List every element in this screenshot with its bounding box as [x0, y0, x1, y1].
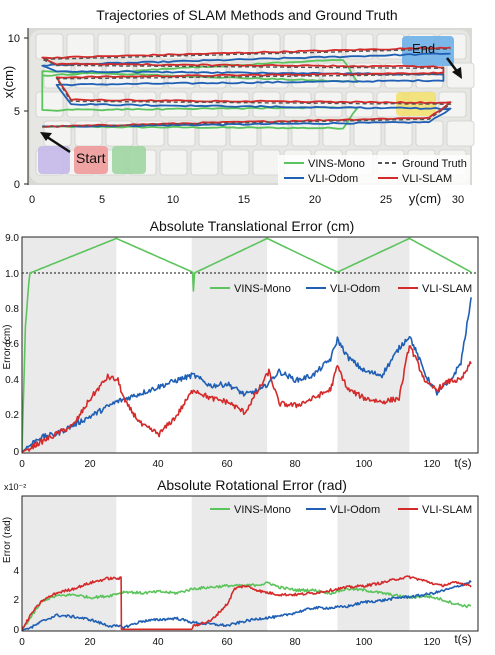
shaded-intervals [22, 496, 410, 631]
x-tick-100: 100 [356, 637, 373, 648]
y-tick-0.6: 0.6 [5, 339, 19, 350]
legend-vli-odom: VLI-Odom [330, 504, 380, 516]
y-tick-5: 5 [14, 106, 20, 118]
y-tick-9.0: 9.0 [5, 233, 19, 244]
series-vli-odom [22, 297, 472, 453]
x-tick-30: 30 [452, 194, 464, 206]
y-tick-2: 2 [13, 595, 19, 606]
x-tick-15: 15 [238, 194, 250, 206]
series-vins-mono [41, 59, 359, 130]
x-tick-20: 20 [309, 194, 321, 206]
shaded-interval-1 [22, 496, 117, 631]
y-tick-0.4: 0.4 [5, 375, 19, 386]
rotational-x-label: t(s) [454, 632, 471, 646]
y-tick-1.0: 1.0 [5, 269, 19, 280]
shaded-interval-2 [191, 496, 268, 631]
end-annotation: End [412, 41, 462, 79]
series-vli-odom [22, 580, 472, 631]
x-tick-60: 60 [221, 637, 233, 648]
rotational-y-label: Error (rad) [2, 517, 13, 563]
series-vli-odom [41, 52, 452, 128]
series-ground-truth [41, 48, 452, 128]
series-vli-slam [22, 345, 472, 453]
translational-y-ticks: 9.0 1.0 0.8 0.6 0.4 0.2 0 [5, 233, 19, 458]
series-vins-mono [22, 237, 472, 453]
translational-error-panel: Absolute Translational Error (cm) 9.0 1.… [2, 218, 479, 470]
x-tick-5: 5 [99, 194, 105, 206]
x-tick-10: 10 [167, 194, 179, 206]
legend-vins-mono: VINS-Mono [234, 504, 291, 516]
rotational-title: Absolute Rotational Error (rad) [157, 477, 347, 493]
legend-vli-slam: VLI-SLAM [402, 173, 452, 185]
rotational-legend: VINS-Mono VLI-Odom VLI-SLAM [210, 504, 472, 516]
trajectory-panel: Trajectories of SLAM Methods and Ground … [1, 7, 475, 206]
x-tick-80: 80 [289, 459, 301, 470]
x-tick-20: 20 [84, 637, 96, 648]
trajectory-y-ticks: 10 5 0 [8, 33, 28, 191]
shaded-interval-1 [22, 237, 117, 453]
rotational-x-ticks: 0 20 40 60 80 100 120 [19, 637, 441, 648]
y-tick-0: 0 [13, 447, 19, 458]
legend-vli-slam: VLI-SLAM [422, 283, 472, 295]
shaded-interval-3 [337, 237, 410, 453]
y-tick-0: 0 [14, 179, 20, 191]
legend-ground-truth: Ground Truth [402, 158, 467, 170]
y-tick-0.2: 0.2 [5, 410, 19, 421]
start-annotation: Start [40, 132, 106, 166]
x-tick-0: 0 [19, 637, 25, 648]
y-tick-10: 10 [8, 33, 20, 45]
trajectory-x-label: y(cm) [409, 191, 442, 206]
legend-vins-mono: VINS-Mono [234, 283, 291, 295]
translational-series [22, 237, 472, 453]
legend-vins-mono: VINS-Mono [308, 158, 365, 170]
trajectory-title: Trajectories of SLAM Methods and Ground … [96, 7, 397, 23]
trajectory-y-label: x(cm) [1, 66, 16, 99]
end-label: End [412, 41, 435, 56]
x-tick-60: 60 [221, 459, 233, 470]
rotational-series [22, 575, 472, 631]
trajectory-x-ticks: 0 5 10 15 20 25 30 [29, 194, 464, 206]
legend-vli-slam: VLI-SLAM [422, 504, 472, 516]
translational-x-label: t(s) [454, 456, 471, 470]
series-vli-slam [41, 46, 452, 128]
x-tick-120: 120 [424, 637, 441, 648]
x-tick-25: 25 [380, 194, 392, 206]
shaded-interval-3 [337, 496, 410, 631]
translational-legend: VINS-Mono VLI-Odom VLI-SLAM [210, 283, 472, 295]
x-tick-40: 40 [152, 637, 164, 648]
rotational-error-panel: Absolute Rotational Error (rad) x10⁻² 4 … [2, 477, 479, 648]
legend-vli-odom: VLI-Odom [308, 173, 358, 185]
rotational-multiplier: x10⁻² [4, 482, 26, 492]
trajectory-series [41, 46, 452, 130]
x-tick-20: 20 [84, 459, 96, 470]
translational-y-label: Error (cm) [2, 325, 13, 370]
start-label: Start [76, 150, 106, 166]
x-tick-0: 0 [19, 459, 25, 470]
translational-title: Absolute Translational Error (cm) [150, 218, 355, 234]
rotational-y-ticks: 4 2 0 [13, 566, 19, 636]
shaded-intervals [22, 237, 410, 453]
x-tick-0: 0 [29, 194, 35, 206]
translational-x-ticks: 0 20 40 60 80 100 120 [19, 459, 441, 470]
y-tick-0.8: 0.8 [5, 304, 19, 315]
legend-vli-odom: VLI-Odom [330, 283, 380, 295]
x-tick-120: 120 [424, 459, 441, 470]
y-tick-0: 0 [13, 625, 19, 636]
trajectory-legend: VINS-Mono Ground Truth VLI-Odom VLI-SLAM [278, 155, 470, 185]
series-vli-slam [22, 575, 472, 631]
x-tick-40: 40 [152, 459, 164, 470]
x-tick-100: 100 [356, 459, 373, 470]
x-tick-80: 80 [289, 637, 301, 648]
y-tick-4: 4 [13, 566, 19, 577]
